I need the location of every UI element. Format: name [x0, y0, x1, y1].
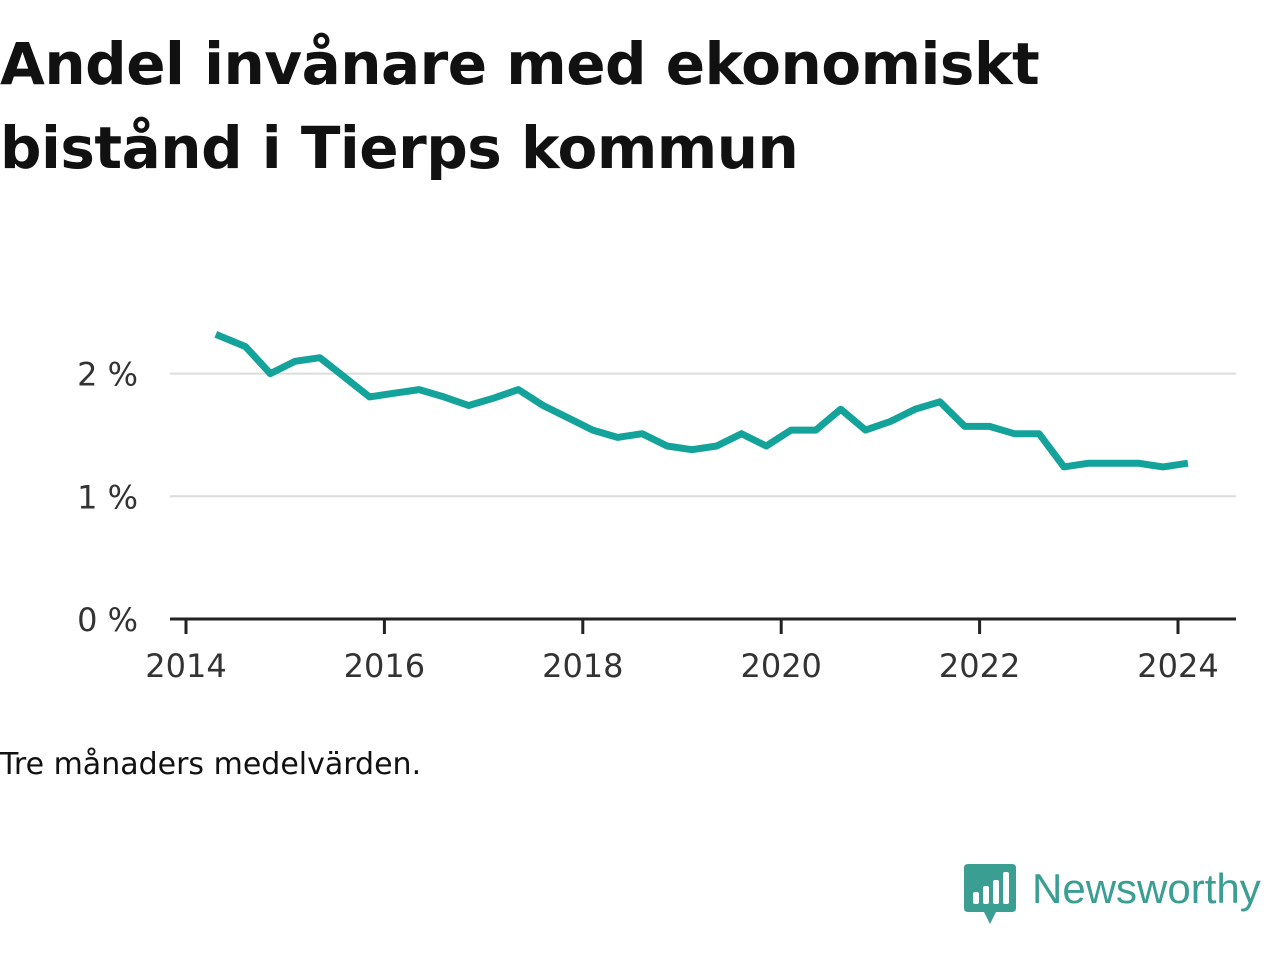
y-axis: 0 % 1 % 2 %	[77, 356, 138, 639]
y-tick-label: 1 %	[77, 478, 138, 516]
y-tick-label: 0 %	[77, 601, 138, 639]
gridlines	[170, 372, 1236, 498]
plot-area	[214, 331, 1189, 471]
newsworthy-bar-chart-logo-icon	[964, 864, 1016, 924]
newsworthy-logo[interactable]: Newsworthy	[964, 864, 1261, 928]
x-axis: 2014 2016 2018 2020 2022 2024	[145, 617, 1236, 685]
x-tick-label: 2020	[740, 647, 821, 685]
brand-name: Newsworthy	[1032, 865, 1261, 912]
x-tick-label: 2018	[542, 647, 623, 685]
series-line	[214, 331, 1189, 471]
y-tick-label: 2 %	[77, 356, 138, 394]
x-tick-label: 2014	[145, 647, 226, 685]
chart-title: Andel invånare med ekonomiskt bistånd i …	[0, 30, 1040, 182]
x-tick-label: 2016	[344, 647, 425, 685]
x-tick-label: 2024	[1137, 647, 1218, 685]
x-tick-label: 2022	[939, 647, 1020, 685]
chart-caption: Tre månaders medelvärden.	[0, 747, 422, 782]
